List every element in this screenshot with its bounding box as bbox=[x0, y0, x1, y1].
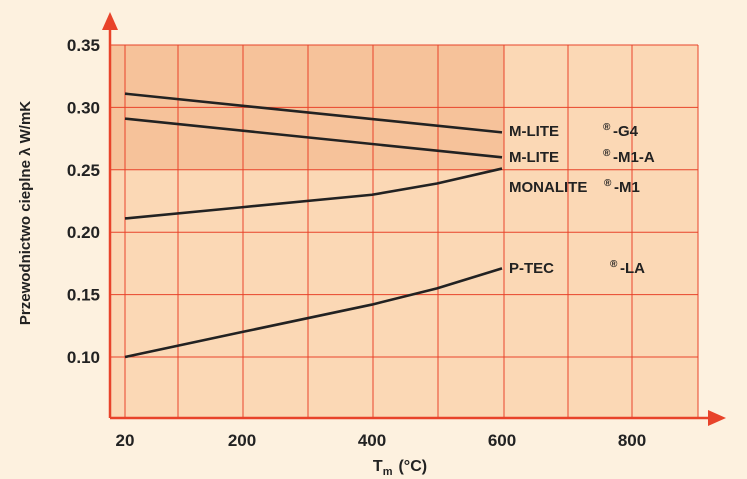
x-tick-label: 800 bbox=[618, 431, 646, 450]
grid bbox=[110, 44, 699, 418]
series-line bbox=[124, 92, 503, 134]
series-line bbox=[124, 117, 503, 159]
series-label-registered-mark: ® bbox=[610, 259, 618, 270]
x-axis-label: Tm (°C) bbox=[373, 458, 427, 478]
series-lines bbox=[124, 92, 503, 359]
x-axis-label-unit: (°C) bbox=[398, 458, 427, 475]
y-tick-label: 0.25 bbox=[67, 161, 100, 180]
y-tick-label: 0.20 bbox=[67, 223, 100, 242]
series-label-suffix: -G4 bbox=[613, 123, 639, 140]
series-label-name: P-TEC bbox=[509, 260, 554, 277]
x-axis-label-main: T bbox=[373, 458, 383, 475]
series-label-registered-mark: ® bbox=[603, 148, 611, 159]
y-tick-label: 0.30 bbox=[67, 98, 100, 117]
series-label-registered-mark: ® bbox=[604, 178, 612, 189]
y-axis-arrow bbox=[102, 12, 118, 30]
series-line bbox=[124, 167, 503, 220]
x-tick-label: 20 bbox=[116, 431, 135, 450]
y-tick-label: 0.35 bbox=[67, 36, 100, 55]
x-axis-label-subscript: m bbox=[383, 466, 393, 478]
series-label-registered-mark: ® bbox=[603, 122, 611, 133]
series-label-suffix: -M1 bbox=[614, 179, 640, 196]
series-label-suffix: -M1-A bbox=[613, 149, 655, 166]
y-tick-label: 0.15 bbox=[67, 286, 100, 305]
x-tick-label: 400 bbox=[358, 431, 386, 450]
axes bbox=[102, 12, 726, 426]
tick-labels: 0.10 0.15 0.20 0.25 0.30 0.35 20 200 400 600 800 bbox=[67, 36, 646, 450]
series-label-name: MONALITE bbox=[509, 179, 587, 196]
series-label-name: M-LITE bbox=[509, 123, 559, 140]
series-label-name: M-LITE bbox=[509, 149, 559, 166]
series-line bbox=[124, 267, 503, 359]
x-tick-label: 600 bbox=[488, 431, 516, 450]
y-axis-label: Przewodnictwo cieplne λ W/mK bbox=[17, 101, 34, 325]
series-label-suffix: -LA bbox=[620, 260, 645, 277]
x-axis-arrow bbox=[708, 410, 726, 426]
y-tick-label: 0.10 bbox=[67, 348, 100, 367]
x-tick-label: 200 bbox=[228, 431, 256, 450]
